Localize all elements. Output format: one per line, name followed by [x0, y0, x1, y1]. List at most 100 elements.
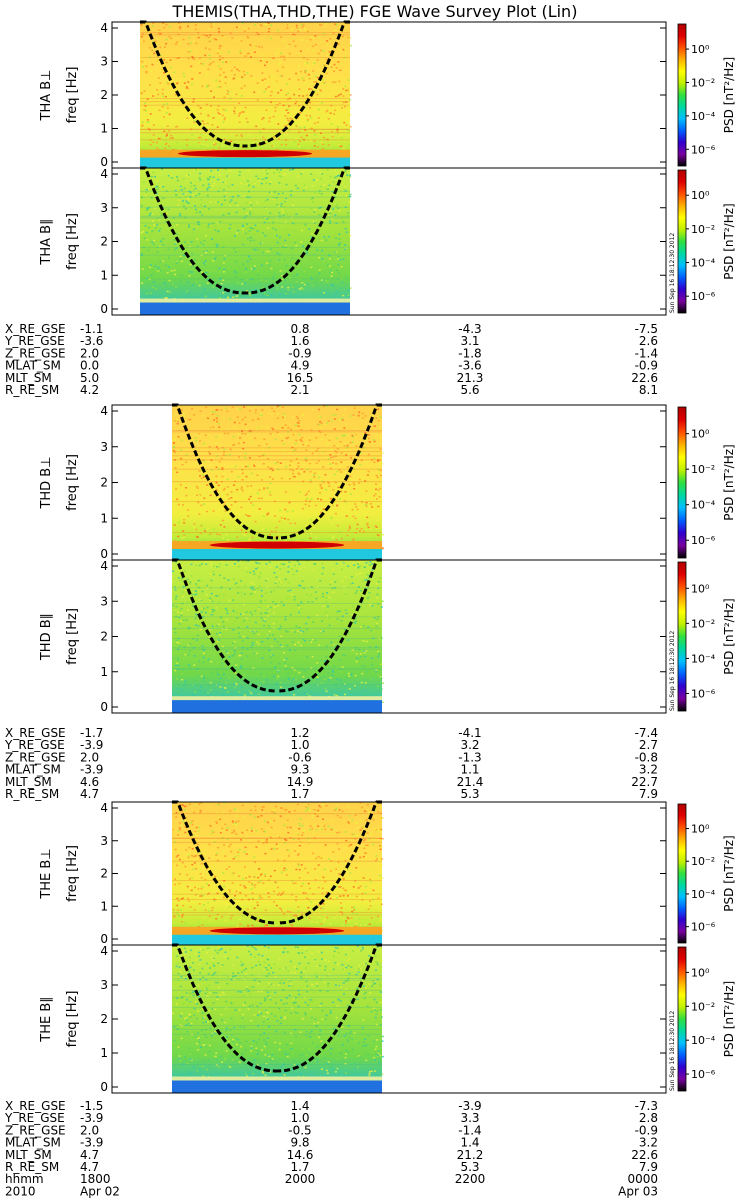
spectrogram-speckle: [170, 177, 173, 179]
colorbar-tick-label: 10⁻⁶: [691, 921, 716, 934]
spectrogram-speckle: [320, 422, 323, 424]
spectrogram-speckle: [200, 145, 203, 148]
spectrogram-speckle: [203, 677, 205, 679]
spectrogram-speckle: [342, 917, 345, 920]
spectrogram-speckle: [196, 487, 199, 489]
spectrogram-speckle: [326, 592, 329, 594]
spectrogram-speckle: [308, 437, 311, 439]
spectrogram-speckle: [317, 76, 320, 79]
spectrogram-speckle: [290, 247, 293, 250]
spectrogram-speckle: [323, 292, 326, 294]
spectrogram-speckle: [175, 126, 178, 128]
spectrogram-speckle: [216, 126, 219, 128]
spectrogram-speckle: [251, 467, 254, 470]
spectrogram-speckle: [237, 820, 240, 822]
spectrogram-speckle: [150, 70, 152, 73]
spectrogram-speckle: [334, 808, 337, 810]
spectrogram-speckle: [315, 1060, 318, 1063]
spectrogram-speckle: [252, 912, 255, 914]
spectrogram-speckle: [284, 115, 287, 117]
spectrogram-speckle: [381, 682, 384, 684]
spectrogram-speckle: [297, 425, 300, 427]
spectrogram-speckle: [275, 904, 278, 907]
spectrogram-speckle: [348, 845, 350, 847]
spectrogram-speckle: [163, 72, 165, 74]
spectrogram-speckle: [327, 671, 330, 674]
spectrogram-speckle: [327, 482, 330, 485]
spectrogram-speckle: [371, 663, 374, 666]
spectrogram-speckle: [273, 85, 276, 87]
spectrogram-speckle: [278, 171, 281, 174]
spectrogram-speckle: [182, 289, 184, 292]
spectrogram-speckle: [348, 128, 351, 131]
spectrogram-speckle: [269, 248, 272, 250]
spectrogram-speckle: [252, 248, 255, 250]
spectrogram-speckle: [215, 481, 218, 484]
spectrogram-speckle: [263, 1039, 265, 1041]
spectrogram-speckle: [206, 86, 209, 88]
spectrogram-speckle: [336, 278, 339, 280]
spectrogram-speckle: [327, 665, 330, 667]
spectrogram-speckle: [225, 682, 228, 684]
spectrogram-speckle: [307, 842, 310, 844]
spectrogram-speckle: [145, 70, 148, 73]
spectrogram-speckle: [355, 620, 358, 622]
spectrogram-speckle: [222, 664, 224, 667]
spectrogram-speckle: [298, 869, 301, 871]
spectrogram-speckle: [258, 585, 261, 587]
spectrogram-speckle: [165, 135, 168, 137]
spectrogram-speckle: [208, 534, 211, 536]
spectrogram-speckle: [334, 455, 337, 457]
spectrogram-speckle: [226, 838, 229, 840]
spectrogram-speckle: [203, 262, 205, 264]
spectrogram-speckle: [344, 170, 347, 172]
spectrogram-speckle: [324, 844, 327, 846]
spectrogram-speckle: [333, 917, 336, 919]
spectrogram-speckle: [355, 895, 358, 898]
spectrogram-speckle: [206, 187, 209, 190]
spectrogram-speckle: [305, 82, 308, 84]
spectrogram-speckle: [145, 71, 148, 74]
spectrogram-speckle: [219, 616, 222, 619]
spectrogram-speckle: [187, 43, 190, 45]
spectrogram-speckle: [186, 87, 189, 90]
spectrogram-speckle: [252, 504, 255, 507]
spectrogram-speckle: [222, 36, 225, 38]
spectrogram-speckle: [212, 286, 215, 288]
spectrogram-speckle: [304, 458, 307, 461]
spectrogram-speckle: [252, 667, 255, 669]
spectrogram-speckle: [326, 188, 329, 190]
spectrogram-speckle: [179, 609, 182, 612]
spectrogram-speckle: [328, 258, 331, 260]
spectrogram-speckle: [188, 190, 191, 193]
spectrogram-speckle: [172, 570, 174, 572]
spectrogram-speckle: [306, 804, 308, 806]
spectrogram-speckle: [165, 220, 168, 223]
spectrogram-speckle: [337, 47, 340, 50]
spectrogram-speckle: [270, 37, 273, 39]
spectrogram-speckle: [145, 188, 148, 191]
spectrogram-speckle: [251, 945, 253, 948]
y-axis-label: freq [Hz]: [65, 67, 80, 124]
spectrogram-speckle: [265, 430, 268, 432]
spectrogram-speckle: [226, 493, 229, 496]
spectrogram-speckle: [188, 275, 191, 277]
spectrogram-speckle: [264, 830, 266, 833]
spectrogram-speckle: [260, 915, 263, 917]
spectrogram-speckle: [185, 494, 188, 497]
spectrogram-speckle: [195, 485, 198, 488]
spectrogram-speckle: [286, 125, 289, 127]
spectrogram-speckle: [218, 144, 221, 146]
spectrogram-speckle: [270, 661, 272, 664]
spectrogram-speckle: [256, 474, 259, 476]
spectrogram-speckle: [256, 904, 259, 907]
spectrogram-speckle: [226, 250, 228, 252]
spectrogram-speckle: [177, 577, 180, 579]
spectrogram-speckle: [218, 297, 221, 299]
spectrogram-speckle: [334, 512, 337, 515]
spectrogram-speckle: [371, 654, 374, 657]
spectrogram-speckle: [313, 211, 316, 213]
spectrogram-speckle: [339, 69, 342, 71]
spectrogram-speckle: [310, 667, 313, 669]
